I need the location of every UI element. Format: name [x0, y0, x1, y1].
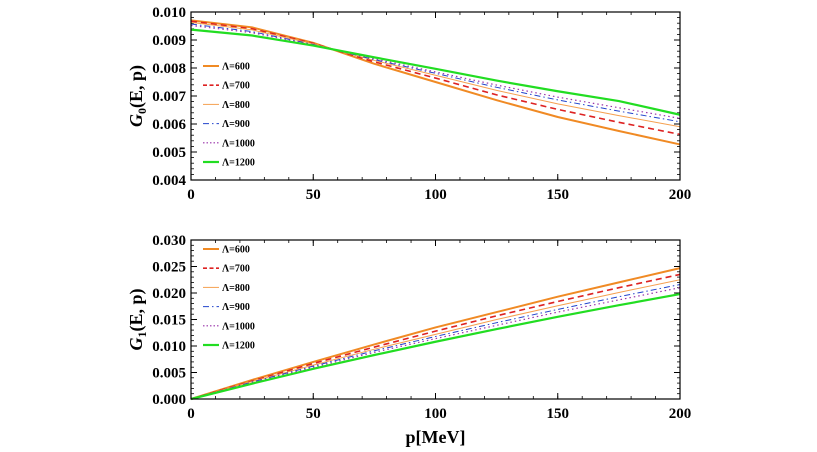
- top-y-tick-label: 0.005: [152, 145, 186, 161]
- bottom-x-tick-label: 0: [187, 406, 195, 422]
- top-y-tick-label: 0.009: [152, 33, 186, 49]
- bottom-plot-frame: [190, 239, 681, 400]
- top-y-axis-title-args: (E, p): [126, 65, 147, 108]
- top-x-tick-label: 150: [547, 187, 570, 203]
- top-legend-label: Λ=900: [222, 119, 250, 130]
- bottom-legend-label: Λ=800: [222, 283, 250, 294]
- top-legend-label: Λ=1200: [222, 158, 255, 169]
- bottom-legend-label: Λ=1000: [222, 321, 255, 332]
- top-legend-label: Λ=600: [222, 62, 250, 73]
- bottom-series-line: [190, 273, 681, 400]
- top-legend-label: Λ=1000: [222, 138, 255, 149]
- top-series-line: [190, 24, 681, 119]
- top-y-tick-label: 0.004: [152, 173, 186, 189]
- top-y-tick-label: 0.010: [152, 5, 186, 21]
- top-y-tick-label: 0.007: [152, 89, 186, 105]
- bottom-legend-label: Λ=1200: [222, 341, 255, 352]
- top-y-axis-title-symbol: G: [126, 114, 146, 127]
- top-series-line: [190, 20, 681, 136]
- top-series-line: [190, 19, 681, 146]
- top-y-tick-label: 0.006: [152, 117, 186, 133]
- top-y-axis-title: G0(E, p): [126, 65, 149, 127]
- bottom-y-axis-title-args: (E, p): [126, 288, 147, 331]
- top-x-tick-label: 50: [306, 187, 321, 203]
- bottom-y-tick-label: 0.000: [152, 392, 186, 408]
- bottom-series-line: [190, 267, 681, 400]
- top-panel: 0 50 100 150 200 0.004 0.005 0.006 0.007 0.008 0.0…: [126, 5, 691, 203]
- bottom-y-axis-title-subscript: 1: [135, 332, 149, 338]
- bottom-legend-label: Λ=600: [222, 245, 250, 256]
- bottom-series-line: [190, 279, 681, 400]
- bottom-series-line: [190, 287, 681, 400]
- top-series-line: [190, 21, 681, 128]
- bottom-x-axis-title: p[MeV]: [406, 427, 466, 447]
- bottom-legend-label: Λ=900: [222, 302, 250, 313]
- bottom-y-tick-label: 0.010: [152, 339, 186, 355]
- top-legend-label: Λ=700: [222, 81, 250, 92]
- top-x-tick-label: 100: [424, 187, 447, 203]
- bottom-x-tick-label: 100: [424, 406, 447, 422]
- bottom-panel: 0 50 100 150 200 0.000 0.005 0.010 0.015 0.020 0.0…: [126, 233, 691, 447]
- top-y-axis-title-subscript: 0: [135, 108, 149, 114]
- top-legend-label: Λ=800: [222, 100, 250, 111]
- bottom-series-line: [190, 284, 681, 400]
- top-series-line: [190, 23, 681, 123]
- top-x-tick-label: 200: [669, 187, 692, 203]
- top-plot-frame: [190, 11, 681, 181]
- bottom-series-line: [190, 292, 681, 401]
- bottom-legend-label: Λ=700: [222, 264, 250, 275]
- bottom-x-tick-label: 150: [547, 406, 570, 422]
- bottom-y-axis-title-symbol: G: [126, 338, 146, 351]
- bottom-y-tick-label: 0.020: [152, 286, 186, 302]
- bottom-y-tick-label: 0.025: [152, 260, 186, 276]
- bottom-x-tick-label: 200: [669, 406, 692, 422]
- bottom-x-tick-label: 50: [306, 406, 321, 422]
- bottom-y-tick-label: 0.015: [152, 313, 186, 329]
- bottom-y-tick-label: 0.030: [152, 233, 186, 249]
- bottom-y-axis-title: G1(E, p): [126, 288, 149, 350]
- top-y-tick-label: 0.008: [152, 61, 186, 77]
- top-x-tick-label: 0: [187, 187, 195, 203]
- bottom-y-tick-label: 0.005: [152, 366, 186, 382]
- top-series-line: [190, 28, 681, 116]
- top-legend: Λ=600 Λ=700 Λ=800 Λ=900 Λ=1000 Λ=1200: [203, 62, 255, 169]
- bottom-legend: Λ=600 Λ=700 Λ=800 Λ=900 Λ=1000 Λ=1200: [203, 245, 255, 352]
